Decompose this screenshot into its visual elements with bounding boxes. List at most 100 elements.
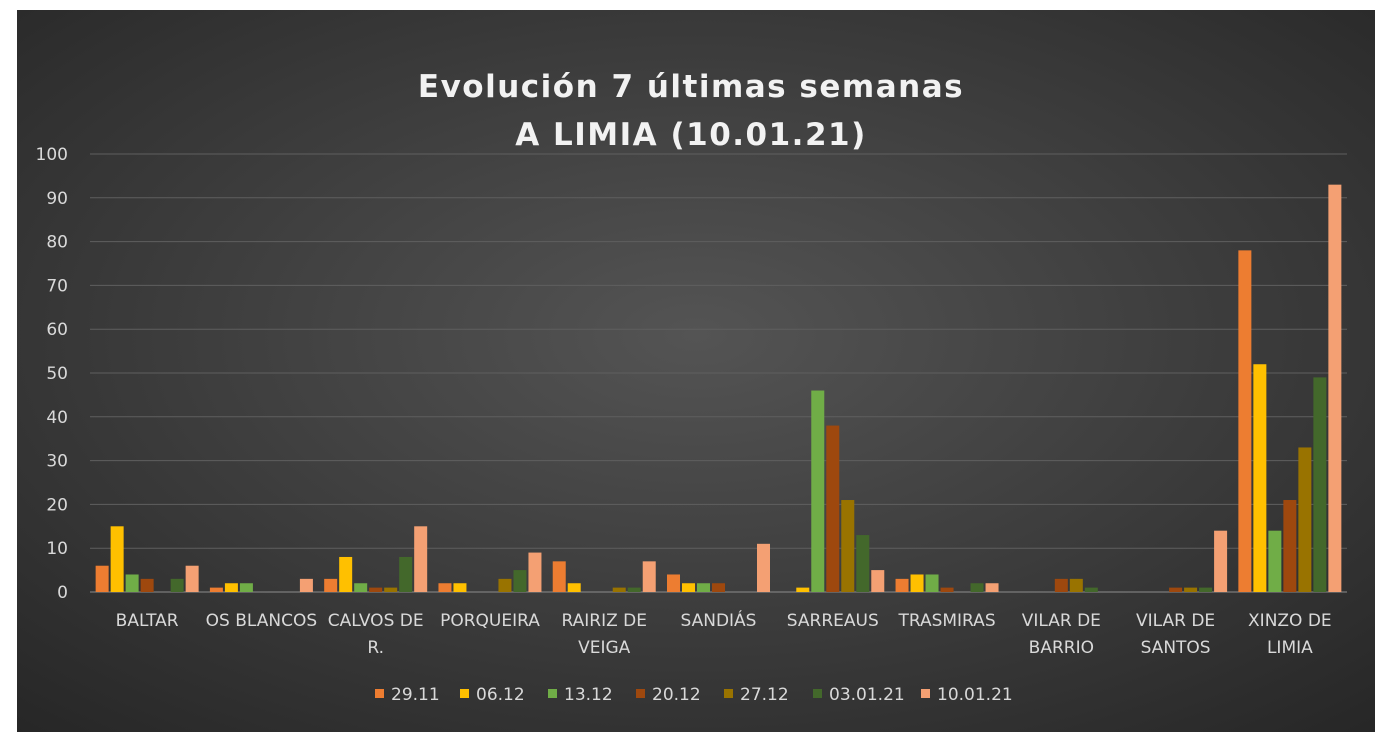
bar	[528, 552, 542, 592]
bar-chart: Evolución 7 últimas semanas A LIMIA (10.…	[17, 10, 1375, 732]
bar	[1328, 184, 1342, 592]
y-tick-label: 60	[46, 320, 68, 340]
bar	[1253, 364, 1267, 592]
bar	[384, 587, 398, 592]
bar	[110, 526, 124, 592]
x-category-label: BARRIO	[1029, 638, 1094, 658]
bar	[970, 583, 984, 592]
bar	[642, 561, 656, 592]
bar	[697, 583, 710, 592]
bar	[811, 390, 825, 592]
x-category-label: SARREAUS	[787, 611, 879, 631]
bars	[95, 184, 1342, 593]
chart-background	[17, 10, 1375, 732]
x-category-label: VILAR DE	[1022, 611, 1101, 631]
bar	[940, 587, 954, 592]
legend-label: 27.12	[740, 685, 789, 705]
y-tick-label: 10	[46, 539, 68, 559]
bar	[95, 565, 109, 592]
bar	[185, 565, 199, 592]
x-category-label: TRASMIRAS	[897, 611, 995, 631]
x-category-label: CALVOS DE	[328, 611, 424, 631]
y-tick-label: 50	[46, 364, 68, 384]
bar	[438, 583, 452, 592]
bar	[369, 587, 383, 592]
bar	[1313, 377, 1327, 592]
bar	[682, 583, 695, 592]
bar	[985, 583, 999, 592]
legend-label: 13.12	[564, 685, 613, 705]
bar	[125, 574, 139, 592]
bar	[627, 587, 641, 592]
y-tick-label: 20	[46, 495, 68, 515]
bar	[414, 526, 428, 592]
bar	[399, 556, 413, 592]
bar	[871, 570, 885, 592]
bar	[1069, 578, 1083, 592]
y-axis: 0 10 20 30 40 50 60 70 80 90 100	[36, 145, 68, 603]
x-category-label: LIMIA	[1267, 638, 1313, 658]
bar	[339, 556, 353, 592]
x-category-label: VILAR DE	[1136, 611, 1215, 631]
bar	[354, 583, 368, 592]
bar	[826, 425, 840, 592]
x-category-label: VEIGA	[578, 638, 631, 658]
legend-swatch	[375, 689, 384, 698]
legend-swatch	[813, 689, 822, 698]
x-category-label: SANTOS	[1141, 638, 1211, 658]
y-tick-label: 30	[46, 452, 68, 472]
chart-title-line1: Evolución 7 últimas semanas	[418, 69, 964, 105]
y-tick-label: 0	[57, 583, 68, 603]
chart-container: Evolución 7 últimas semanas A LIMIA (10.…	[17, 10, 1375, 732]
bar	[841, 500, 855, 592]
bar	[453, 583, 467, 592]
bar	[1084, 587, 1098, 592]
bar	[140, 578, 154, 592]
bar	[667, 574, 680, 592]
bar	[224, 583, 238, 592]
bar	[1054, 578, 1068, 592]
bar	[1184, 587, 1198, 592]
bar	[552, 561, 566, 592]
x-category-label: BALTAR	[116, 611, 179, 631]
x-axis: BALTAR OS BLANCOS CALVOS DE R. PORQUEIRA RAIR…	[116, 609, 1332, 658]
legend-swatch	[460, 689, 469, 698]
gridlines	[90, 153, 1347, 593]
legend-swatch	[724, 689, 733, 698]
bar	[910, 574, 924, 592]
bar	[1214, 530, 1228, 592]
bar	[1238, 250, 1252, 593]
x-category-label: R.	[367, 638, 384, 658]
y-tick-label: 70	[46, 276, 68, 296]
x-category-label: RAIRIZ DE	[561, 611, 646, 631]
bar	[1199, 587, 1213, 592]
bar	[170, 578, 184, 592]
y-tick-label: 40	[46, 408, 68, 428]
bar	[925, 574, 939, 592]
bar	[498, 578, 512, 592]
x-category-label: OS BLANCOS	[206, 611, 318, 631]
bar	[299, 578, 313, 592]
x-category-label: PORQUEIRA	[440, 611, 540, 631]
bar	[757, 543, 770, 592]
bar	[1268, 530, 1282, 592]
legend-label: 10.01.21	[937, 685, 1013, 705]
bar	[513, 570, 527, 592]
legend: 29.11 06.12 13.12 20.12 27.12 03.01.21 10.01.2…	[375, 685, 1013, 705]
bar	[612, 587, 626, 592]
legend-swatch	[548, 689, 557, 698]
y-tick-label: 90	[46, 189, 68, 209]
bar	[209, 587, 223, 592]
bar	[895, 578, 909, 592]
legend-label: 20.12	[652, 685, 701, 705]
y-tick-label: 100	[36, 145, 68, 165]
bar	[1283, 500, 1297, 592]
bar	[324, 578, 338, 592]
chart-title-line2: A LIMIA (10.01.21)	[515, 117, 867, 153]
bar	[567, 583, 581, 592]
bar	[239, 583, 253, 592]
bar	[712, 583, 725, 592]
legend-label: 03.01.21	[829, 685, 905, 705]
x-category-label: XINZO DE	[1248, 611, 1332, 631]
legend-swatch	[921, 689, 930, 698]
